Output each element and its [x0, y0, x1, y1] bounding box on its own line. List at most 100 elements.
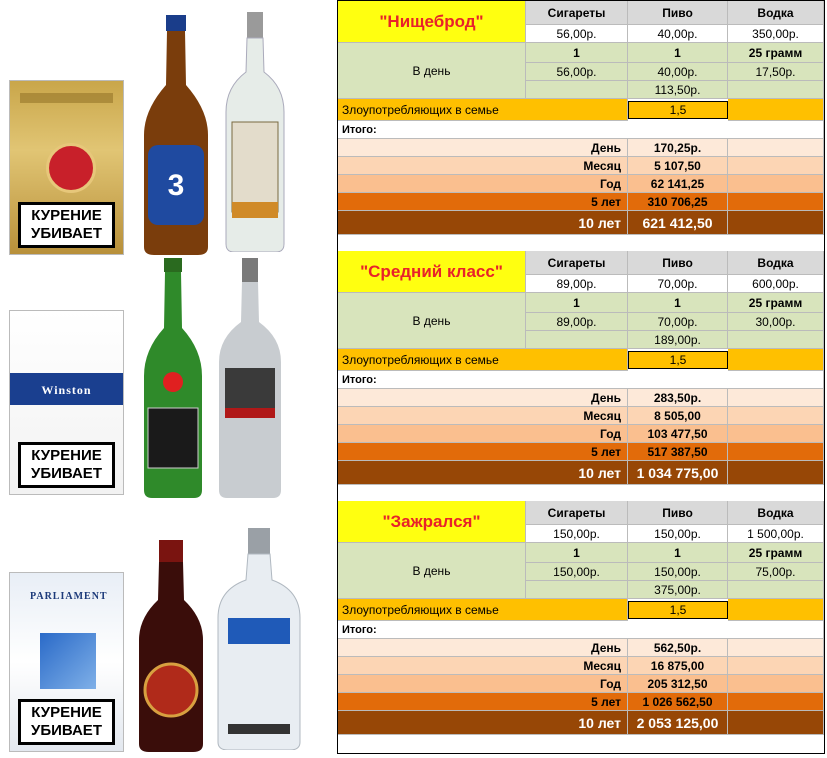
spacer: [728, 461, 824, 485]
table-row: 189,00р.: [338, 331, 824, 349]
table-row: Месяц 8 505,00: [338, 407, 824, 425]
header-beer: Пиво: [628, 251, 728, 275]
cost-sheet: "Нищеброд" Сигареты Пиво Водка 56,00р. 40,00р…: [337, 0, 825, 754]
qty-vodka: 25 грамм: [728, 43, 824, 63]
price-vodka: 1 500,00р.: [728, 525, 824, 543]
table-row: 56,00р. 40,00р. 350,00р.: [338, 25, 824, 43]
table-row: "Средний класс" Сигареты Пиво Водка: [338, 251, 824, 293]
spacer: [728, 175, 824, 193]
total-period-value: 103 477,50: [628, 425, 728, 443]
table-row: Злоупотребляющих в семье 1,5: [338, 599, 824, 621]
total-period-label: Год: [338, 675, 628, 693]
block-title: "Зажрался": [338, 501, 526, 543]
total-period-label: Год: [338, 175, 628, 193]
block-title: "Средний класс": [338, 251, 526, 293]
cost-block: "Нищеброд" Сигареты Пиво Водка 56,00р. 40,00р…: [338, 1, 824, 251]
table-row: День 170,25р.: [338, 139, 824, 157]
price-cigarettes: 56,00р.: [526, 25, 628, 43]
day-cost-vodka: 30,00р.: [728, 313, 824, 331]
total-period-label: 5 лет: [338, 443, 628, 461]
price-beer: 70,00р.: [628, 275, 728, 293]
spacer: [728, 211, 824, 235]
per-day-label: В день: [338, 543, 526, 599]
total-period-label: Год: [338, 425, 628, 443]
table-row: 150,00р. 150,00р. 75,00р.: [338, 563, 824, 581]
spacer: [728, 425, 824, 443]
table-row: День 283,50р.: [338, 389, 824, 407]
table-row: 10 лет 2 053 125,00: [338, 711, 824, 735]
table-row: В день 1 1 25 грамм: [338, 293, 824, 349]
pack-brand: PARLIAMENT: [30, 591, 108, 602]
pack-logo-icon: [40, 633, 96, 689]
abusers-value: 1,5: [628, 101, 728, 119]
price-beer: 40,00р.: [628, 25, 728, 43]
price-cigarettes: 89,00р.: [526, 275, 628, 293]
abusers-label: Злоупотребляющих в семье: [338, 349, 628, 371]
abusers-value: 1,5: [628, 601, 728, 619]
day-cost-cigarettes: 150,00р.: [526, 563, 628, 581]
table-row: Злоупотребляющих в семье 1,5: [338, 99, 824, 121]
spacer: [728, 139, 824, 157]
day-total: 375,00р.: [628, 581, 728, 599]
total-period-value: 621 412,50: [628, 211, 728, 235]
table-row: Итого:: [338, 621, 824, 639]
spacer: [526, 81, 628, 99]
product-pictures: КУРЕНИЕ УБИВАЕТ 3 Winston КУРЕНИЕ УБИВАЕ…: [0, 0, 337, 758]
table-row: 5 лет 310 706,25: [338, 193, 824, 211]
price-vodka: 350,00р.: [728, 25, 824, 43]
table-row: 5 лет 517 387,50: [338, 443, 824, 461]
total-period-label: День: [338, 139, 628, 157]
total-period-label: День: [338, 389, 628, 407]
total-period-value: 517 387,50: [628, 443, 728, 461]
abusers-value: 1,5: [628, 351, 728, 369]
total-period-label: День: [338, 639, 628, 657]
cost-block: "Зажрался" Сигареты Пиво Водка 150,00р. 150,0…: [338, 501, 824, 751]
day-cost-beer: 70,00р.: [628, 313, 728, 331]
header-cigarettes: Сигареты: [526, 501, 628, 525]
pack-band: [10, 373, 123, 405]
qty-cigarettes: 1: [526, 43, 628, 63]
qty-beer: 1: [628, 43, 728, 63]
table-row: 10 лет 621 412,50: [338, 211, 824, 235]
table-row: Месяц 5 107,50: [338, 157, 824, 175]
total-period-value: 5 107,50: [628, 157, 728, 175]
header-cigarettes: Сигареты: [526, 251, 628, 275]
total-period-value: 310 706,25: [628, 193, 728, 211]
spacer: [728, 599, 824, 621]
table-row: 89,00р. 70,00р. 30,00р.: [338, 313, 824, 331]
spacer: [728, 675, 824, 693]
header-vodka: Водка: [728, 251, 824, 275]
table-row: Злоупотребляющих в семье 1,5: [338, 349, 824, 371]
warning-label: КУРЕНИЕ УБИВАЕТ: [18, 202, 115, 248]
qty-beer: 1: [628, 293, 728, 313]
pack-stripe: [20, 93, 113, 103]
table-row: Год 62 141,25: [338, 175, 824, 193]
per-day-label: В день: [338, 43, 526, 99]
total-period-value: 205 312,50: [628, 675, 728, 693]
pack-brand: Winston: [41, 383, 92, 397]
beer-bottle-3: [139, 540, 203, 752]
header-vodka: Водка: [728, 501, 824, 525]
spacer: [728, 639, 824, 657]
price-cigarettes: 150,00р.: [526, 525, 628, 543]
block-title: "Нищеброд": [338, 1, 526, 43]
warning-label: КУРЕНИЕ УБИВАЕТ: [18, 699, 115, 745]
total-period-value: 170,25р.: [628, 139, 728, 157]
total-period-value: 562,50р.: [628, 639, 728, 657]
qty-vodka: 25 грамм: [728, 543, 824, 563]
day-cost-beer: 40,00р.: [628, 63, 728, 81]
day-cost-cigarettes: 89,00р.: [526, 313, 628, 331]
qty-beer: 1: [628, 543, 728, 563]
cigarette-pack-1: КУРЕНИЕ УБИВАЕТ: [9, 80, 124, 255]
per-day-label: В день: [338, 293, 526, 349]
total-period-value: 16 875,00: [628, 657, 728, 675]
total-period-label: 10 лет: [338, 711, 628, 735]
total-period-value: 1 034 775,00: [628, 461, 728, 485]
table-row: Месяц 16 875,00: [338, 657, 824, 675]
header-vodka: Водка: [728, 1, 824, 25]
total-period-value: 62 141,25: [628, 175, 728, 193]
table-row: 56,00р. 40,00р. 17,50р.: [338, 63, 824, 81]
total-period-value: 1 026 562,50: [628, 693, 728, 711]
table-row: Итого:: [338, 121, 824, 139]
cost-block: "Средний класс" Сигареты Пиво Водка 89,00р. 7…: [338, 251, 824, 501]
